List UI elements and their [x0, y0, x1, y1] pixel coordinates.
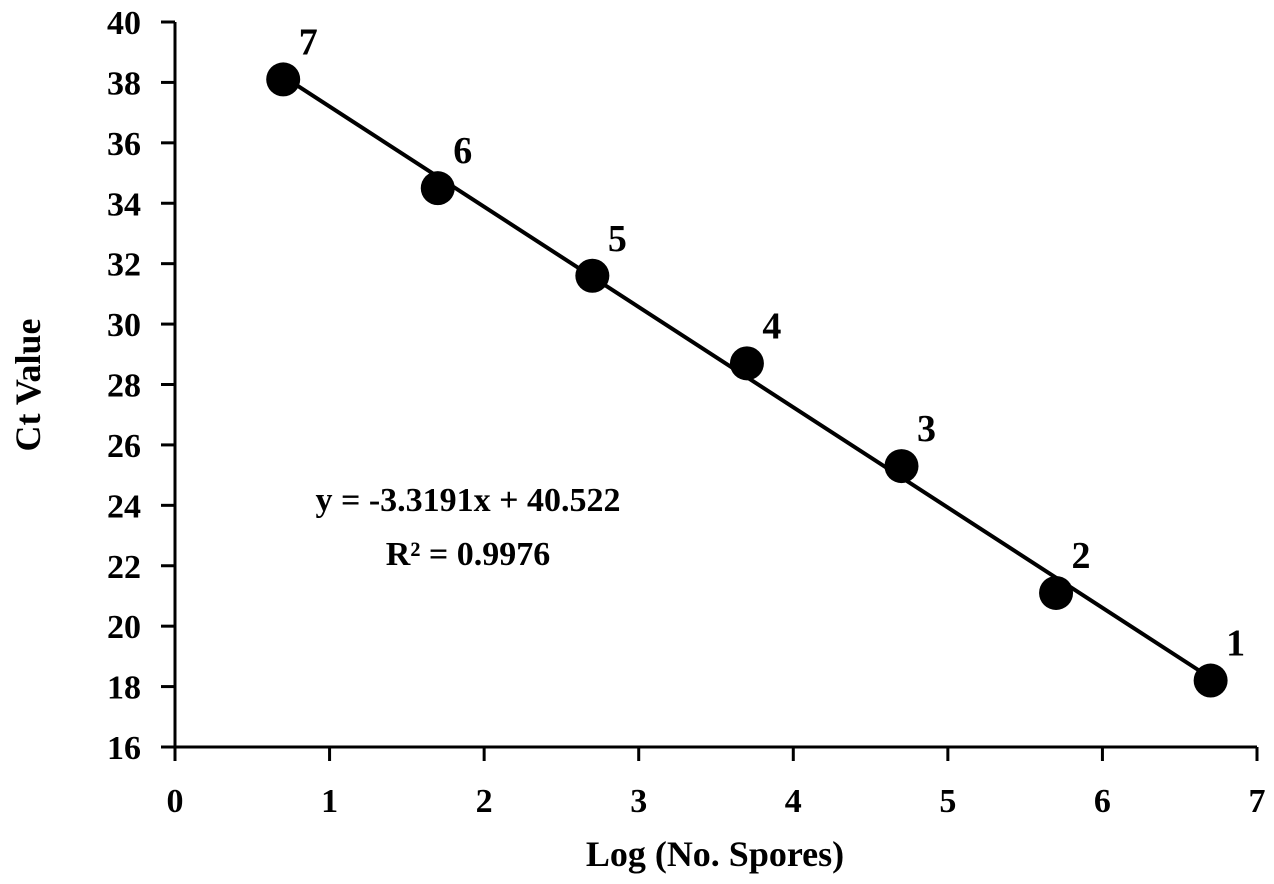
x-tick-label: 6	[1094, 783, 1111, 820]
data-point	[1039, 575, 1074, 610]
y-tick-label: 40	[107, 5, 141, 42]
y-tick-label: 34	[107, 186, 141, 223]
y-tick-label: 30	[107, 307, 141, 344]
data-points	[266, 62, 1228, 698]
x-tick-label: 4	[785, 783, 802, 820]
trendline-equation: y = -3.3191x + 40.522	[315, 482, 620, 519]
y-tick-label: 16	[107, 730, 141, 767]
point-labels: 7 6 5 4 3 2 1	[299, 21, 1245, 664]
data-point	[884, 449, 919, 484]
x-tick-label: 2	[476, 783, 493, 820]
y-tick-label: 22	[107, 549, 141, 586]
data-point	[420, 171, 455, 206]
x-tick-label: 7	[1249, 783, 1266, 820]
r-squared-value: R² = 0.9976	[386, 536, 551, 573]
x-tick-label: 0	[167, 783, 184, 820]
y-tick-label: 20	[107, 609, 141, 646]
x-tick-label: 5	[939, 783, 956, 820]
data-point	[266, 62, 301, 97]
data-point	[575, 258, 610, 293]
y-tick-label: 18	[107, 670, 141, 707]
data-label: 5	[608, 218, 627, 260]
data-point	[1193, 663, 1228, 698]
y-tick-label: 24	[107, 488, 141, 525]
x-tick-label: 3	[630, 783, 647, 820]
y-axis-title: Ct Value	[8, 318, 48, 451]
data-label: 4	[762, 305, 781, 347]
y-tick-label: 36	[107, 126, 141, 163]
data-label: 6	[453, 130, 472, 172]
data-label: 3	[917, 408, 936, 450]
data-label: 1	[1226, 623, 1245, 665]
data-label: 2	[1072, 535, 1091, 577]
y-tick-label: 38	[107, 65, 141, 102]
x-tick-label: 1	[321, 783, 338, 820]
x-axis-title: Log (No. Spores)	[586, 834, 844, 874]
y-tick-label: 26	[107, 428, 141, 465]
y-tick-label: 28	[107, 368, 141, 405]
data-label: 7	[299, 21, 318, 63]
data-point	[729, 346, 764, 381]
y-tick-label: 32	[107, 247, 141, 284]
